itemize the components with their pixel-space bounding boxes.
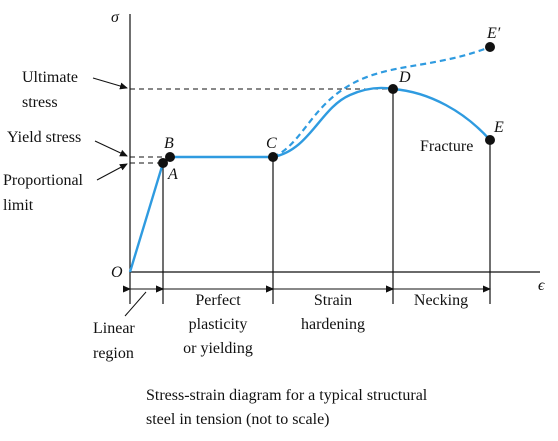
ultimate-stress-label-line1: Ultimate [22,69,78,86]
ultimate-stress-pointer [92,77,128,90]
fracture-label: Fracture [420,138,473,155]
proportional-limit-pointer [96,163,128,181]
point-E [485,135,495,145]
origin-label: O [111,264,123,281]
label-B: B [164,135,174,152]
perfect-plasticity-label-line2: plasticity [189,316,248,333]
label-A: A [167,166,178,183]
proportional-limit-label-line2: limit [3,197,34,214]
perfect-plasticity-label-line3: or yielding [183,340,253,357]
linear-region-label-line1: Linear [93,320,135,337]
label-C: C [266,135,277,152]
label-E: E [493,119,504,136]
linear-region-pointer [124,291,147,317]
linear-region-label-line2: region [93,345,134,362]
yield-stress-label: Yield stress [7,129,81,146]
label-E-prime: E′ [486,25,501,42]
perfect-plasticity-label-line1: Perfect [195,292,241,309]
label-D: D [398,69,411,86]
point-C [268,152,278,162]
true-stress-dashed-curve [272,45,491,159]
caption-line2: steel in tension (not to scale) [146,411,330,428]
point-E-prime [485,42,495,52]
point-A [158,158,168,168]
engineering-stress-curve [128,86,491,273]
point-D [388,84,398,94]
caption-line1: Stress-strain diagram for a typical stru… [146,387,428,404]
strain-hardening-label-line2: hardening [301,316,365,333]
yield-stress-pointer [94,140,128,157]
proportional-limit-label-line1: Proportional [3,172,84,189]
strain-hardening-label-line1: Strain [314,292,352,309]
x-axis-symbol: ϵ [538,277,545,294]
y-axis-symbol: σ [111,9,120,26]
ultimate-stress-label-line2: stress [22,94,58,111]
point-B [165,152,175,162]
necking-label: Necking [414,292,468,309]
